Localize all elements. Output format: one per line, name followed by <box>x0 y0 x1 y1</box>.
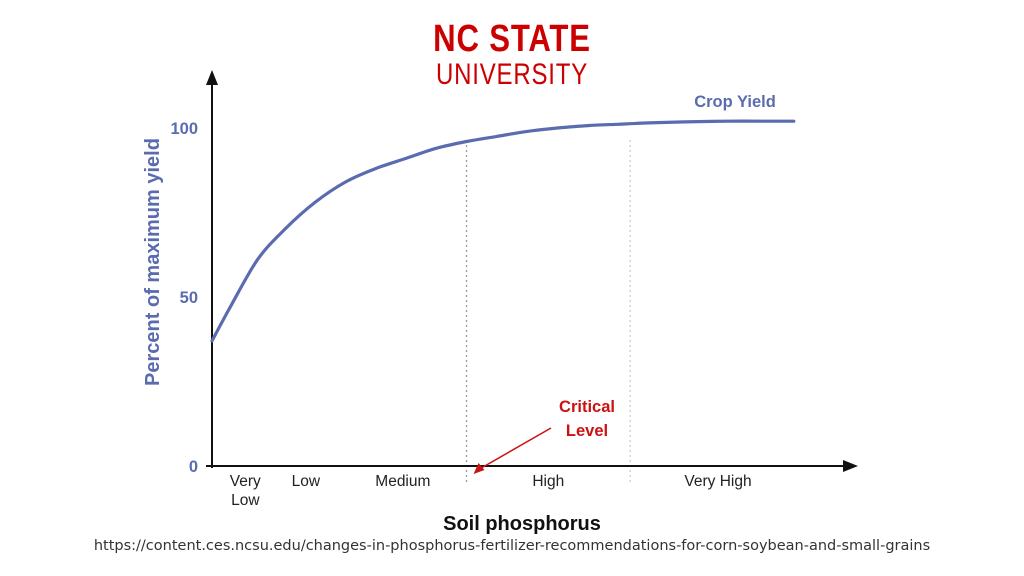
x-axis-title: Soil phosphorus <box>443 513 601 535</box>
y-tick-label-0: 0 <box>189 458 198 476</box>
annotation-arrow-line <box>479 427 552 470</box>
y-tick-label-50: 50 <box>180 289 198 307</box>
source-url: https://content.ces.ncsu.edu/changes-in-… <box>93 538 931 554</box>
y-tick-label-100: 100 <box>170 120 198 138</box>
annotation-arrow-head <box>473 463 485 474</box>
x-category-label-2: Low <box>292 473 321 490</box>
x-category-label-3: Medium <box>375 473 430 490</box>
series-label-crop-yield: Crop Yield <box>694 93 776 111</box>
x-axis-arrow <box>843 460 858 472</box>
logo-subtitle: UNIVERSITY <box>435 58 589 91</box>
annotation-critical-level: Critical Level <box>559 398 615 440</box>
x-category-label-4: High <box>532 473 564 490</box>
y-axis-title: Percent of maximum yield <box>142 138 164 386</box>
series-line-crop-yield <box>210 119 796 343</box>
x-category-label-5: Very High <box>684 473 751 490</box>
logo-title: NC STATE <box>433 18 591 60</box>
x-category-label-1: Very Low <box>230 473 261 509</box>
y-axis-arrow <box>206 70 218 85</box>
